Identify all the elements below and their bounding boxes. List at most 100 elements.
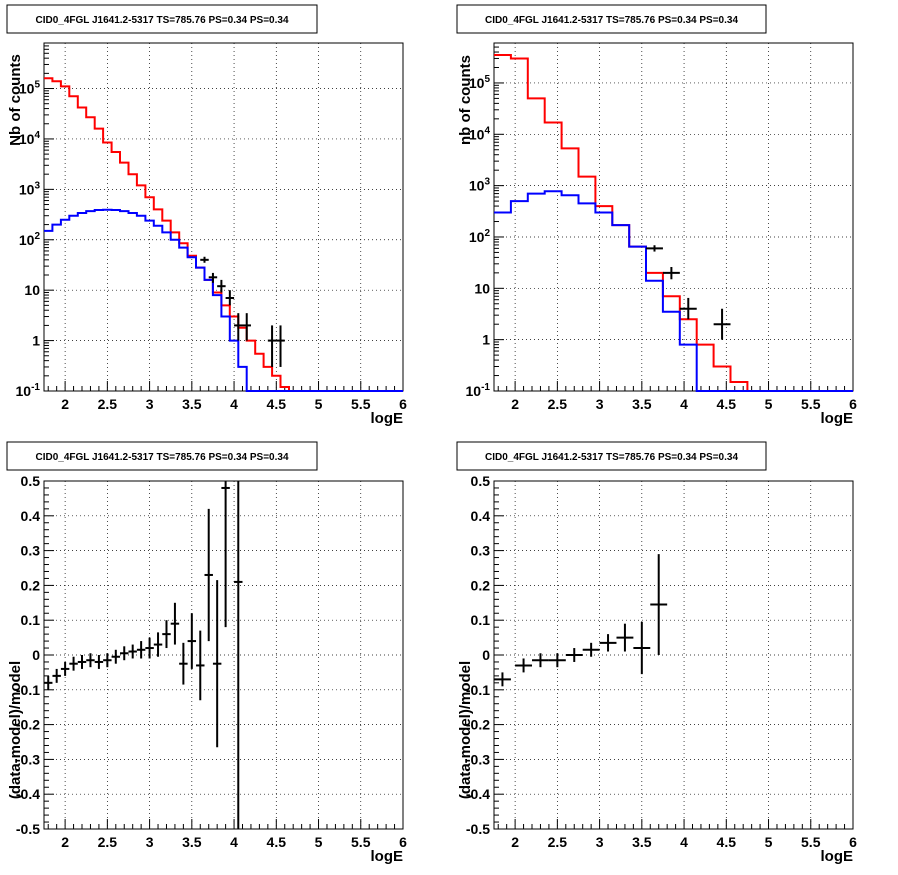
residual-point — [650, 554, 668, 655]
y-tick-label: 0.3 — [471, 543, 491, 559]
residual-point — [212, 580, 222, 748]
x-tick-label: 4.5 — [717, 396, 737, 412]
data-point — [662, 267, 680, 280]
y-tick-label: -0.5 — [466, 821, 490, 837]
y-tick-label: 10 — [24, 282, 40, 298]
y-tick-label: -0.1 — [466, 682, 490, 698]
y-tick-label: -0.4 — [466, 786, 490, 802]
x-tick-label: 5.5 — [801, 834, 821, 850]
x-tick-label: 6 — [849, 396, 857, 412]
y-tick-label: 0.5 — [471, 473, 491, 489]
residual-point — [120, 646, 129, 661]
y-tick-label: 0.4 — [21, 508, 41, 524]
x-tick-label: 4.5 — [267, 834, 287, 850]
y-axis-label: (data-model)/model — [457, 661, 474, 799]
x-tick-label: 3.5 — [182, 396, 202, 412]
title-box — [456, 441, 767, 471]
x-tick-label: 4 — [680, 396, 688, 412]
chart-panel-1: CID0_4FGL J1641.2-5317 TS=785.76 PS=0.34… — [6, 4, 407, 427]
x-tick-label: 6 — [399, 834, 407, 850]
y-tick-label: 105 — [19, 80, 41, 97]
x-axis-label: logE — [371, 848, 404, 865]
x-tick-label: 5.5 — [801, 396, 821, 412]
x-tick-label: 4 — [680, 834, 688, 850]
x-tick-label: 2 — [61, 396, 69, 412]
residual-point — [616, 623, 634, 652]
chart-panel-3: CID0_4FGL J1641.2-5317 TS=785.76 PS=0.34… — [6, 441, 407, 865]
residual-point — [196, 630, 205, 701]
residual-point — [204, 508, 213, 642]
x-tick-label: 3 — [146, 834, 154, 850]
residual-point — [145, 637, 154, 659]
residual-point — [548, 653, 566, 668]
chart-title: CID0_4FGL J1641.2-5317 TS=785.76 PS=0.34… — [485, 452, 738, 463]
y-tick-label: 10-1 — [16, 382, 41, 399]
x-tick-label: 6 — [399, 396, 407, 412]
x-tick-label: 5 — [765, 834, 773, 850]
y-tick-label: -0.5 — [16, 821, 40, 837]
histogram-series-2 — [44, 208, 403, 392]
plot-frame — [43, 42, 404, 392]
x-tick-label: 3.5 — [182, 834, 202, 850]
y-tick-label: 103 — [469, 177, 491, 194]
residual-point — [221, 481, 230, 628]
data-point — [646, 245, 663, 252]
x-tick-label: 2 — [511, 396, 519, 412]
residual-point — [69, 656, 78, 671]
y-tick-label: 1 — [32, 333, 40, 349]
x-tick-label: 4 — [230, 396, 238, 412]
x-tick-label: 2 — [511, 834, 519, 850]
y-tick-label: 0 — [482, 647, 490, 663]
residual-point — [515, 658, 533, 673]
x-tick-label: 3 — [596, 834, 604, 850]
residual-point — [532, 653, 549, 668]
y-tick-label: -0.3 — [16, 751, 40, 767]
data-point — [208, 272, 218, 283]
residual-point — [136, 641, 146, 659]
y-tick-label: 102 — [19, 231, 41, 248]
data-point — [200, 256, 209, 263]
x-tick-label: 5.5 — [351, 396, 371, 412]
residual-point — [170, 602, 180, 645]
chart-title: CID0_4FGL J1641.2-5317 TS=785.76 PS=0.34… — [485, 15, 738, 26]
x-tick-label: 3.5 — [632, 834, 652, 850]
y-tick-label: 0.5 — [21, 473, 41, 489]
y-axis-label: Nb of counts — [7, 54, 24, 146]
residual-point — [128, 644, 137, 659]
x-tick-label: 5 — [765, 396, 773, 412]
data-point — [267, 325, 277, 367]
y-tick-label: -0.2 — [16, 717, 40, 733]
x-tick-label: 4.5 — [717, 834, 737, 850]
title-box — [6, 4, 318, 34]
y-tick-label: 0 — [32, 647, 40, 663]
residual-point — [94, 655, 104, 669]
residual-point — [179, 642, 188, 685]
x-tick-label: 4.5 — [267, 396, 287, 412]
x-tick-label: 2.5 — [548, 396, 568, 412]
x-tick-label: 5 — [315, 834, 323, 850]
y-tick-label: 0.3 — [21, 543, 41, 559]
data-point — [679, 297, 697, 320]
data-point — [225, 290, 235, 306]
y-tick-label: 1 — [482, 332, 490, 348]
residual-point — [599, 634, 617, 652]
y-tick-label: 10 — [474, 280, 490, 296]
chart-panel-2: CID0_4FGL J1641.2-5317 TS=785.76 PS=0.34… — [456, 4, 857, 427]
x-tick-label: 2 — [61, 834, 69, 850]
data-point — [713, 308, 731, 340]
chart-title: CID0_4FGL J1641.2-5317 TS=785.76 PS=0.34… — [35, 452, 288, 463]
x-axis-label: logE — [821, 410, 854, 427]
y-tick-label: -0.2 — [466, 717, 490, 733]
title-box — [6, 441, 318, 471]
y-tick-label: 104 — [19, 130, 41, 147]
y-axis-label: nb of counts — [457, 55, 474, 145]
residual-point — [52, 668, 61, 683]
residual-point — [234, 481, 243, 829]
x-tick-label: 2.5 — [98, 396, 118, 412]
y-tick-label: -0.4 — [16, 786, 40, 802]
y-tick-label: 0.2 — [471, 577, 491, 593]
x-axis-label: logE — [371, 410, 404, 427]
y-tick-label: 105 — [469, 74, 491, 91]
y-axis-label: (data-model)/model — [7, 661, 24, 799]
